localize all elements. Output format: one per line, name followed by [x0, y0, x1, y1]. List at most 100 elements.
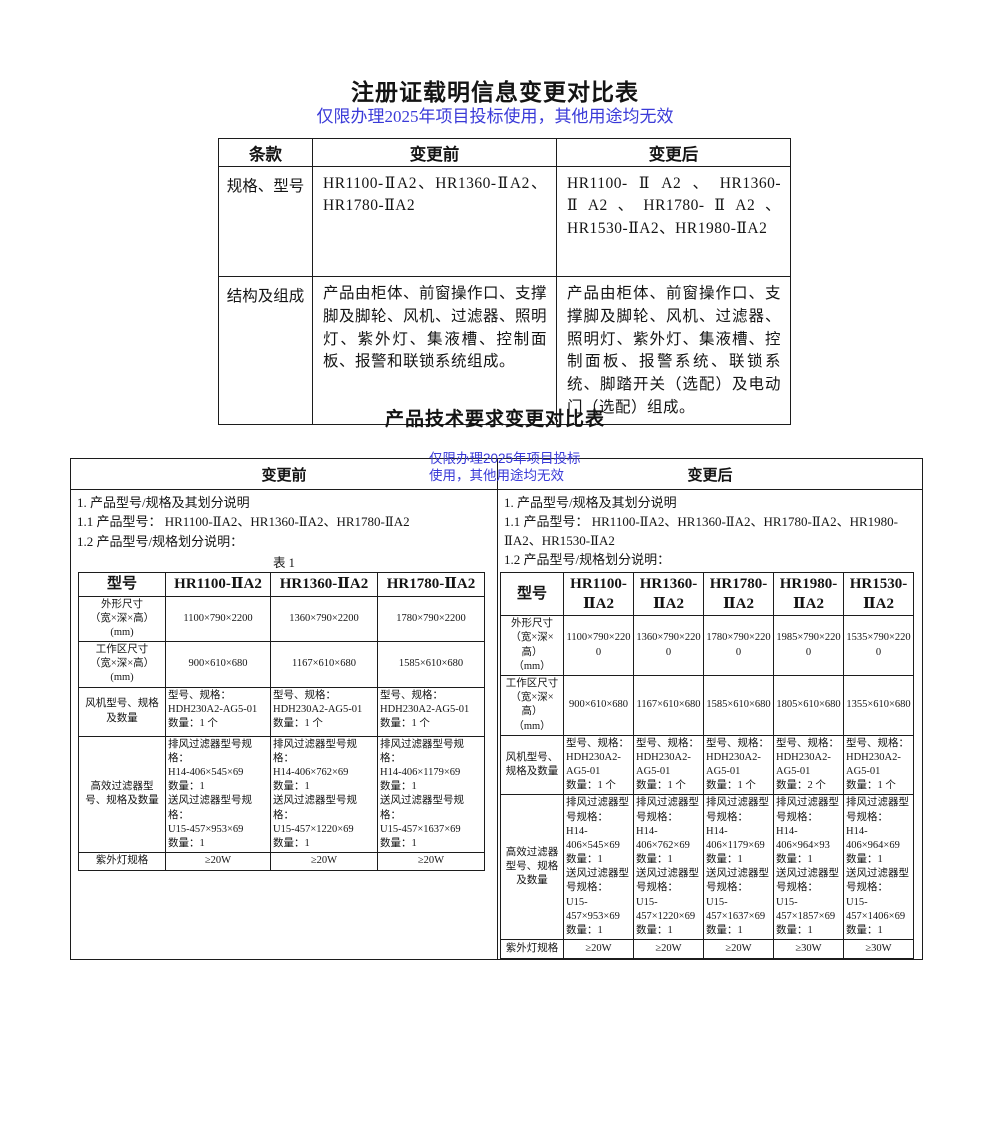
dims-cell: 1360×790×2200: [270, 595, 378, 643]
line-1-1: 1.1 产品型号： HR1100-ⅡA2、HR1360-ⅡA2、HR1780-Ⅱ…: [504, 514, 898, 548]
section-title: 产品技术要求变更对比表: [384, 409, 605, 430]
fan-row: 风机型号、规格及数量 型号、规格： HDH230A2-AG5-01 数量：1 个…: [500, 734, 914, 796]
fan-cell: 型号、规格： HDH230A2-AG5-01 数量：1 个: [633, 734, 704, 796]
uv-row: 紫外灯规格 ≥20W ≥20W ≥20W: [78, 852, 485, 872]
model-cell: HR1360-ⅡA2: [270, 572, 378, 597]
table-body-row: 1. 产品型号/规格及其划分说明 1.1 产品型号： HR1100-ⅡA2、HR…: [70, 488, 923, 961]
line-1: 1. 产品型号/规格及其划分说明: [77, 495, 250, 510]
model-header-row: 型号 HR1100-ⅡA2 HR1360-ⅡA2 HR1780-ⅡA2: [78, 572, 485, 597]
dims-cell: 1100×790×2200: [165, 595, 271, 643]
uv-cell: ≥20W: [703, 939, 774, 960]
table-header-row: 变更前 变更后: [70, 458, 923, 490]
workzone-cell: 900×610×680: [563, 675, 634, 736]
before-column: 1. 产品型号/规格及其划分说明 1.1 产品型号： HR1100-ⅡA2、HR…: [70, 488, 498, 961]
dims-cell: 1535×790×2200: [843, 615, 914, 676]
fan-cell: 型号、规格： HDH230A2-AG5-01 数量：1 个: [563, 734, 634, 796]
workzone-cell: 1585×610×680: [703, 675, 774, 736]
after-column: 1. 产品型号/规格及其划分说明 1.1 产品型号： HR1100-ⅡA2、HR…: [497, 488, 923, 961]
workzone-row: 工作区尺寸 （宽×深×高） （mm） 900×610×680 1167×610×…: [500, 675, 914, 736]
uv-cell: ≥30W: [843, 939, 914, 960]
page-title: 注册证载明信息变更对比表: [351, 80, 639, 105]
row-label: 高效过滤器型号、规格及数量: [500, 794, 564, 941]
workzone-cell: 1355×610×680: [843, 675, 914, 736]
col-header-after: 变更后: [497, 458, 923, 490]
before-description: 1. 产品型号/规格及其划分说明 1.1 产品型号： HR1100-ⅡA2、HR…: [71, 490, 497, 551]
before-cell: 产品由柜体、前窗操作口、支撑脚及脚轮、风机、过滤器、照明灯、紫外灯、集液槽、控制…: [312, 276, 557, 425]
model-cell: HR1780-ⅡA2: [377, 572, 485, 597]
line-1-2: 1.2 产品型号/规格划分说明：: [77, 533, 244, 549]
registration-change-table: 条款 变更前 变更后 规格、型号 HR1100-ⅡA2、HR1360-ⅡA2、H…: [218, 138, 791, 425]
workzone-row: 工作区尺寸 （宽×深×高）(mm) 900×610×680 1167×610×6…: [78, 641, 485, 688]
row-label: 外形尺寸 （宽×深×高）(mm): [78, 595, 166, 643]
row-label: 风机型号、规格及数量: [78, 686, 166, 737]
dims-row: 外形尺寸 （宽×深×高）(mm) 1100×790×2200 1360×790×…: [78, 595, 485, 643]
model-cell: HR1100-ⅡA2: [563, 571, 634, 617]
fan-cell: 型号、规格： HDH230A2-AG5-01 数量：1 个: [703, 734, 774, 796]
col-header-term: 条款: [218, 138, 313, 167]
after-description: 1. 产品型号/规格及其划分说明 1.1 产品型号： HR1100-ⅡA2、HR…: [498, 490, 922, 570]
after-cell: 产品由柜体、前窗操作口、支撑脚及脚轮、风机、过滤器、照明灯、紫外灯、集液槽、控制…: [556, 276, 791, 425]
filter-cell: 排风过滤器型号规格： H14-406×762×69 数量：1 送风过滤器型号规格…: [633, 794, 704, 941]
table-row-spec-model: 规格、型号 HR1100-ⅡA2、HR1360-ⅡA2、HR1780-ⅡA2 H…: [218, 166, 791, 277]
before-cell: HR1100-ⅡA2、HR1360-ⅡA2、HR1780-ⅡA2: [312, 166, 557, 277]
col-header-after: 变更后: [556, 138, 791, 167]
uv-cell: ≥30W: [773, 939, 844, 960]
workzone-cell: 1805×610×680: [773, 675, 844, 736]
fan-cell: 型号、规格： HDH230A2-AG5-01 数量：1 个: [377, 686, 485, 737]
filter-cell: 排风过滤器型号规格： H14-406×762×69 数量：1 送风过滤器型号规格…: [270, 735, 378, 854]
model-cell: HR1100-ⅡA2: [165, 572, 271, 597]
uv-row: 紫外灯规格 ≥20W ≥20W ≥20W ≥30W ≥30W: [500, 939, 914, 960]
uv-cell: ≥20W: [563, 939, 634, 960]
dims-cell: 1780×790×2200: [703, 615, 774, 676]
table-row-structure: 结构及组成 产品由柜体、前窗操作口、支撑脚及脚轮、风机、过滤器、照明灯、紫外灯、…: [218, 276, 791, 425]
filter-cell: 排风过滤器型号规格： H14-406×545×69 数量：1 送风过滤器型号规格…: [165, 735, 271, 854]
filter-cell: 排风过滤器型号规格： H14-406×964×69 数量：1 送风过滤器型号规格…: [843, 794, 914, 941]
table-header-row: 条款 变更前 变更后: [218, 138, 791, 167]
before-spec-table: 型号 HR1100-ⅡA2 HR1360-ⅡA2 HR1780-ⅡA2 外形尺寸…: [78, 572, 485, 872]
fan-cell: 型号、规格： HDH230A2-AG5-01 数量：2 个: [773, 734, 844, 796]
row-label: 风机型号、规格及数量: [500, 734, 564, 796]
model-cell: HR1780-ⅡA2: [703, 571, 774, 617]
workzone-cell: 1167×610×680: [270, 641, 378, 688]
col-header-before: 变更前: [312, 138, 557, 167]
watermark-middle: 仅限办理2025年项目投标 使用，其他用途均无效: [429, 451, 581, 484]
filter-cell: 排风过滤器型号规格： H14-406×964×93 数量：1 送风过滤器型号规格…: [773, 794, 844, 941]
filter-cell: 排风过滤器型号规格： H14-406×545×69 数量：1 送风过滤器型号规格…: [563, 794, 634, 941]
workzone-cell: 1167×610×680: [633, 675, 704, 736]
dims-cell: 1780×790×2200: [377, 595, 485, 643]
fan-row: 风机型号、规格及数量 型号、规格： HDH230A2-AG5-01 数量：1 个…: [78, 686, 485, 737]
line-1-1: 1.1 产品型号： HR1100-ⅡA2、HR1360-ⅡA2、HR1780-Ⅱ…: [77, 514, 410, 530]
technical-requirements-table: 变更前 变更后 1. 产品型号/规格及其划分说明 1.1 产品型号： HR110…: [70, 458, 923, 961]
row-label: 工作区尺寸 （宽×深×高） （mm）: [500, 675, 564, 736]
uv-cell: ≥20W: [165, 852, 271, 872]
corner-cell: 型号: [78, 572, 166, 597]
row-label: 高效过滤器型号、规格及数量: [78, 735, 166, 854]
row-label: 紫外灯规格: [78, 852, 166, 872]
line-1-2: 1.2 产品型号/规格划分说明：: [504, 552, 671, 568]
col-header-before: 变更前: [70, 458, 498, 490]
row-label: 紫外灯规格: [500, 939, 564, 960]
fan-cell: 型号、规格： HDH230A2-AG5-01 数量：1 个: [843, 734, 914, 796]
term-cell: 结构及组成: [218, 276, 313, 425]
filter-cell: 排风过滤器型号规格： H14-406×1179×69 数量：1 送风过滤器型号规…: [703, 794, 774, 941]
after-cell: HR1100-ⅡA2、HR1360-ⅡA2、HR1780-ⅡA2、HR1530-…: [556, 166, 791, 277]
row-label: 工作区尺寸 （宽×深×高）(mm): [78, 641, 166, 688]
uv-cell: ≥20W: [377, 852, 485, 872]
model-cell: HR1530-ⅡA2: [843, 571, 914, 617]
model-cell: HR1360-ⅡA2: [633, 571, 704, 617]
filter-row: 高效过滤器型号、规格及数量 排风过滤器型号规格： H14-406×545×69 …: [78, 735, 485, 854]
uv-cell: ≥20W: [633, 939, 704, 960]
filter-row: 高效过滤器型号、规格及数量 排风过滤器型号规格： H14-406×545×69 …: [500, 794, 914, 941]
fan-cell: 型号、规格： HDH230A2-AG5-01 数量：1 个: [270, 686, 378, 737]
corner-cell: 型号: [500, 571, 564, 617]
line-1: 1. 产品型号/规格及其划分说明: [504, 495, 677, 510]
model-header-row: 型号 HR1100-ⅡA2 HR1360-ⅡA2 HR1780-ⅡA2 HR19…: [500, 571, 914, 617]
dims-cell: 1100×790×2200: [563, 615, 634, 676]
fan-cell: 型号、规格： HDH230A2-AG5-01 数量：1 个: [165, 686, 271, 737]
workzone-cell: 1585×610×680: [377, 641, 485, 688]
filter-cell: 排风过滤器型号规格： H14-406×1179×69 数量：1 送风过滤器型号规…: [377, 735, 485, 854]
watermark-top: 仅限办理2025年项目投标使用，其他用途均无效: [316, 107, 674, 126]
dims-cell: 1985×790×2200: [773, 615, 844, 676]
dims-row: 外形尺寸 （宽×深×高） （mm） 1100×790×2200 1360×790…: [500, 615, 914, 676]
term-cell: 规格、型号: [218, 166, 313, 277]
